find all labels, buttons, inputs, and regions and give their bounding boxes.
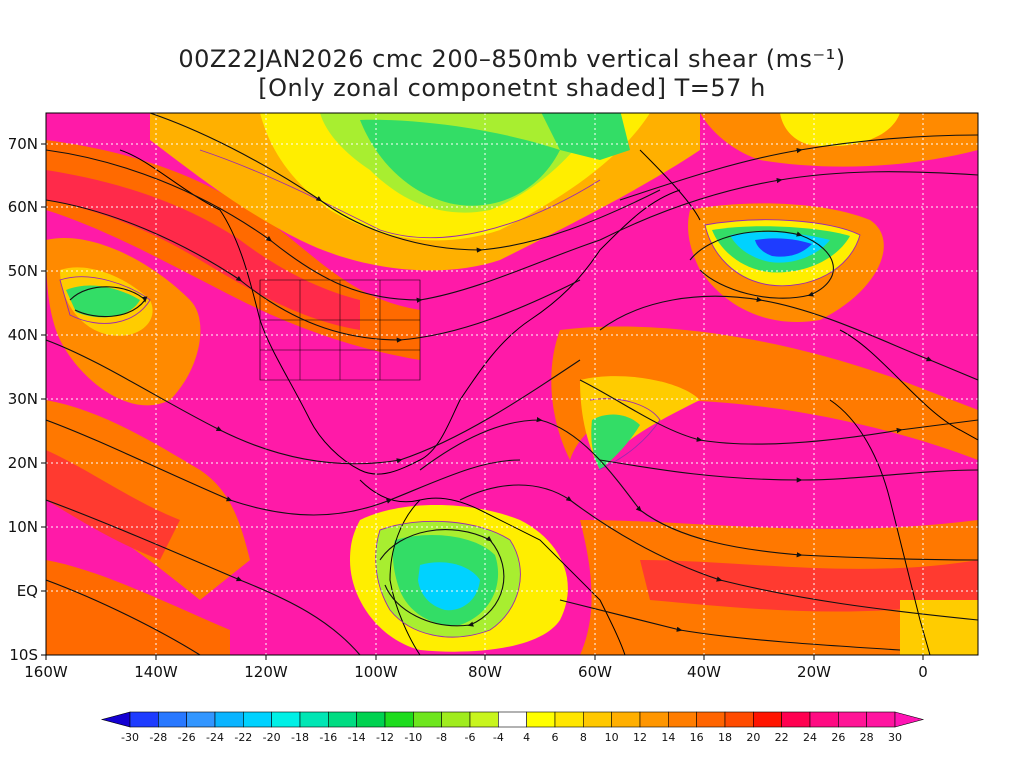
colorbar-swatch [838,711,867,728]
colorbar-swatch [696,711,726,728]
colorbar-high-arrow [894,711,925,728]
lon-label: 120W [244,663,288,681]
colorbar-label: -26 [178,731,196,744]
colorbar-swatch [781,711,811,728]
lon-label: 160W [24,663,68,681]
lat-label: 10S [9,646,38,664]
colorbar-label: 26 [831,731,845,744]
colorbar-swatch [129,711,159,728]
lon-label: 80W [468,663,502,681]
colorbar-label: -22 [234,731,252,744]
colorbar-swatch [328,711,357,728]
colorbar-label: -24 [206,731,224,744]
colorbar: -30 -28 -26 -24 -22 -20 -18 -16 -14 -12 -10 -8 -6 -4 4… [100,711,925,744]
lon-label: 100W [354,663,398,681]
colorbar-label: 16 [690,731,704,744]
lon-label: 40W [687,663,721,681]
colorbar-label: 20 [746,731,760,744]
colorbar-label: 4 [523,731,530,744]
colorbar-swatch [441,711,471,728]
colorbar-label: -4 [493,731,504,744]
wind-streamlines [46,113,978,655]
colorbar-label: 10 [605,731,619,744]
lat-label: EQ [17,582,38,600]
colorbar-label: -18 [291,731,309,744]
latitude-labels: 70N 60N 50N 40N 30N 20N 10N EQ 10S [8,135,38,664]
colorbar-swatch [214,711,244,728]
lat-label: 50N [8,262,38,280]
colorbar-low-arrow [100,711,131,728]
map-frame [45,112,979,656]
colorbar-swatch [469,711,499,728]
colorbar-label: -10 [404,731,422,744]
colorbar-label: 24 [803,731,817,744]
colorbar-swatch [356,711,386,728]
colorbar-label: 8 [580,731,587,744]
colorbar-label: -30 [121,731,139,744]
colorbar-swatch [583,711,612,728]
colorbar-label: -8 [436,731,447,744]
lat-label: 70N [8,135,38,153]
lon-label: 0 [918,663,928,681]
colorbar-swatch [753,711,782,728]
colorbar-swatch [186,711,216,728]
colorbar-swatch [724,711,754,728]
lon-label: 140W [134,663,178,681]
colorbar-label: -20 [263,731,281,744]
colorbar-label: -16 [319,731,337,744]
lat-label: 60N [8,198,38,216]
colorbar-swatch [243,711,272,728]
lon-label: 60W [578,663,612,681]
colorbar-swatch [384,711,414,728]
colorbar-swatch [498,711,527,728]
colorbar-label: 28 [860,731,874,744]
colorbar-swatch [611,711,641,728]
colorbar-label: 30 [888,731,902,744]
colorbar-label: 12 [633,731,647,744]
colorbar-swatch [809,711,839,728]
colorbar-swatch [158,711,187,728]
lon-label: 20W [797,663,831,681]
lat-label: 20N [8,454,38,472]
colorbar-label: -28 [149,731,167,744]
colorbar-swatch [639,711,669,728]
colorbar-label: -14 [348,731,366,744]
colorbar-swatch [413,711,442,728]
colorbar-swatch [299,711,329,728]
longitude-labels: 160W 140W 120W 100W 80W 60W 40W 20W 0 [24,663,928,681]
colorbar-label: 18 [718,731,732,744]
lat-label: 10N [8,518,38,536]
colorbar-label: 22 [775,731,789,744]
colorbar-swatch [866,711,896,728]
colorbar-label: 6 [552,731,559,744]
chart-title-line-2: [Only zonal componetnt shaded] T=57 h [258,74,766,102]
chart-title-line-1: 00Z22JAN2026 cmc 200–850mb vertical shea… [178,45,846,73]
colorbar-label: 14 [661,731,675,744]
colorbar-swatch [526,711,556,728]
axis-ticks [41,143,924,660]
colorbar-label: -6 [465,731,476,744]
colorbar-swatch [668,711,697,728]
colorbar-label: -12 [376,731,394,744]
lat-label: 40N [8,326,38,344]
lat-label: 30N [8,390,38,408]
colorbar-swatch [271,711,301,728]
colorbar-swatch [554,711,584,728]
